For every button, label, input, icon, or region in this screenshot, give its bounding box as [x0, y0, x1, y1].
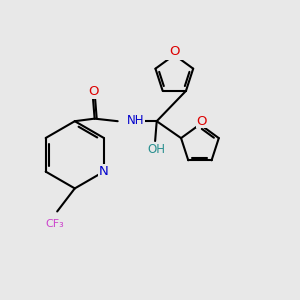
Text: OH: OH: [148, 142, 166, 155]
Text: O: O: [169, 45, 180, 58]
Text: N: N: [99, 165, 109, 178]
Text: NH: NH: [127, 114, 144, 128]
Text: O: O: [88, 85, 98, 98]
Text: O: O: [196, 115, 207, 128]
Text: CF₃: CF₃: [45, 219, 64, 229]
